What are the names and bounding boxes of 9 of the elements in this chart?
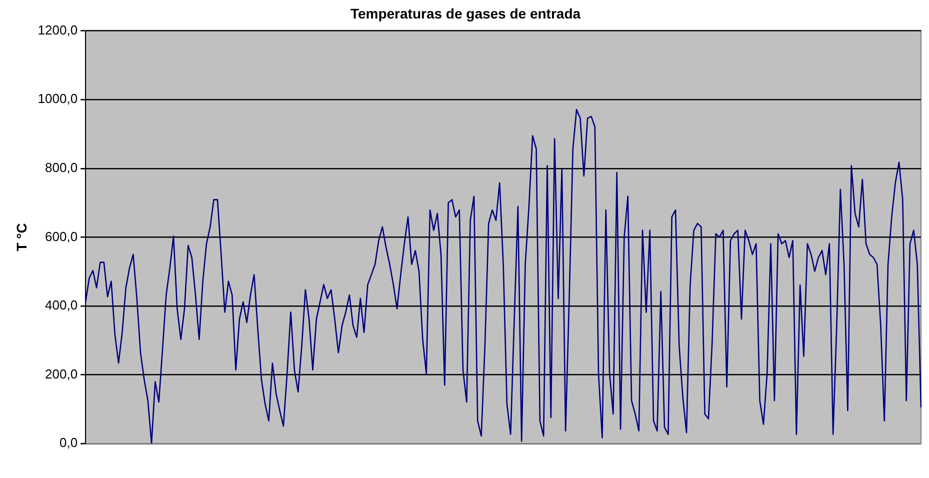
y-tick-label: 1000,0 <box>38 91 78 106</box>
y-tick-label: 600,0 <box>45 228 78 244</box>
chart-title: Temperaturas de gases de entrada <box>350 5 581 22</box>
y-tick-label: 0,0 <box>59 435 78 450</box>
y-tick-label: 400,0 <box>45 298 78 313</box>
y-tick-label: 1200,0 <box>38 22 78 38</box>
y-tick-label: 800,0 <box>45 160 78 175</box>
y-tick-label: 200,0 <box>45 366 78 382</box>
y-axis-title: T °C <box>13 223 30 252</box>
